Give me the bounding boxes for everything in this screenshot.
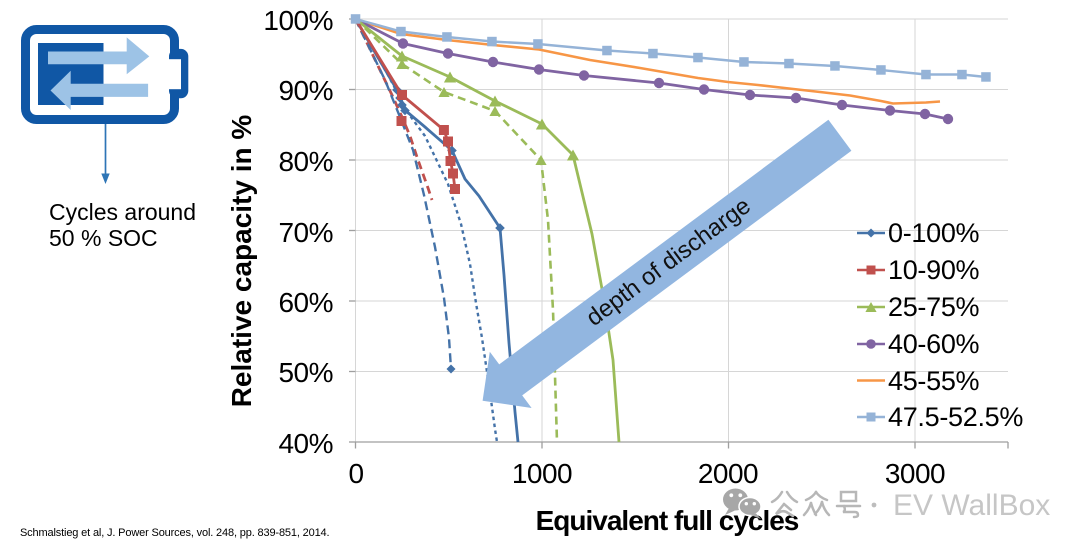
svg-text:2000: 2000: [698, 458, 758, 489]
svg-text:Cycles around: Cycles around: [49, 199, 196, 225]
svg-text:60%: 60%: [278, 287, 333, 318]
svg-text:Relative capacity in %: Relative capacity in %: [226, 115, 257, 408]
svg-text:40-60%: 40-60%: [888, 329, 980, 359]
svg-text:80%: 80%: [278, 146, 333, 177]
svg-text:90%: 90%: [278, 75, 333, 106]
svg-text:0-100%: 0-100%: [888, 218, 980, 248]
svg-text:100%: 100%: [263, 5, 333, 36]
svg-text:47.5-52.5%: 47.5-52.5%: [888, 402, 1023, 432]
svg-text:10-90%: 10-90%: [888, 255, 980, 285]
svg-text:EV WallBox: EV WallBox: [893, 489, 1050, 522]
svg-text:70%: 70%: [278, 217, 333, 248]
svg-text:50%: 50%: [278, 357, 333, 388]
svg-text:40%: 40%: [278, 428, 333, 459]
svg-text:0: 0: [348, 458, 363, 489]
svg-text:1000: 1000: [512, 458, 572, 489]
svg-text:50 % SOC: 50 % SOC: [49, 225, 158, 251]
svg-text:Schmalstieg et al, J. Power So: Schmalstieg et al, J. Power Sources, vol…: [20, 527, 330, 539]
svg-text:45-55%: 45-55%: [888, 366, 980, 396]
svg-text:3000: 3000: [885, 458, 945, 489]
svg-text:25-75%: 25-75%: [888, 292, 980, 322]
